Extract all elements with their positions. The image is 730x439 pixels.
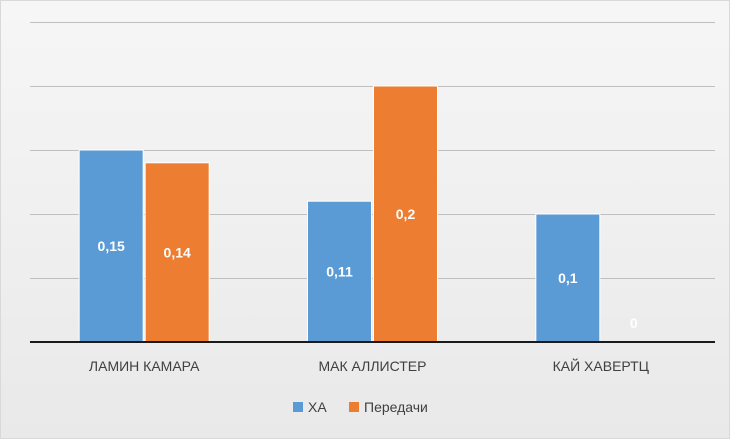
bar-passes bbox=[373, 85, 438, 343]
x-tick-label: ЛАМИН КАМАРА bbox=[89, 358, 200, 374]
x-tick-labels: ЛАМИН КАМАРА МАК АЛЛИСТЕР КАЙ ХАВЕРТЦ bbox=[89, 357, 650, 374]
legend-swatch bbox=[293, 402, 303, 412]
bar-xa bbox=[535, 213, 601, 343]
legend-label[interactable]: Передачи bbox=[364, 399, 428, 415]
x-tick-label: КАЙ ХАВЕРТЦ bbox=[553, 357, 650, 374]
data-label: 0,1 bbox=[558, 270, 578, 286]
data-label: 0,15 bbox=[98, 238, 125, 254]
data-label: 0,11 bbox=[326, 264, 353, 280]
data-label: 0,2 bbox=[396, 206, 416, 222]
data-label: 0 bbox=[630, 315, 638, 331]
legend-swatch bbox=[349, 402, 359, 412]
legend-label[interactable]: ХА bbox=[308, 399, 327, 415]
bar-passes bbox=[144, 162, 210, 343]
legend[interactable]: ХА Передачи bbox=[293, 399, 428, 415]
gridlines bbox=[30, 22, 715, 279]
bar-xa bbox=[307, 200, 372, 343]
data-label: 0,14 bbox=[164, 244, 191, 260]
data-labels: 0,15 0,14 0,11 0,2 0,1 0 bbox=[98, 206, 638, 331]
x-tick-label: МАК АЛЛИСТЕР bbox=[318, 358, 426, 374]
bars bbox=[78, 85, 601, 343]
